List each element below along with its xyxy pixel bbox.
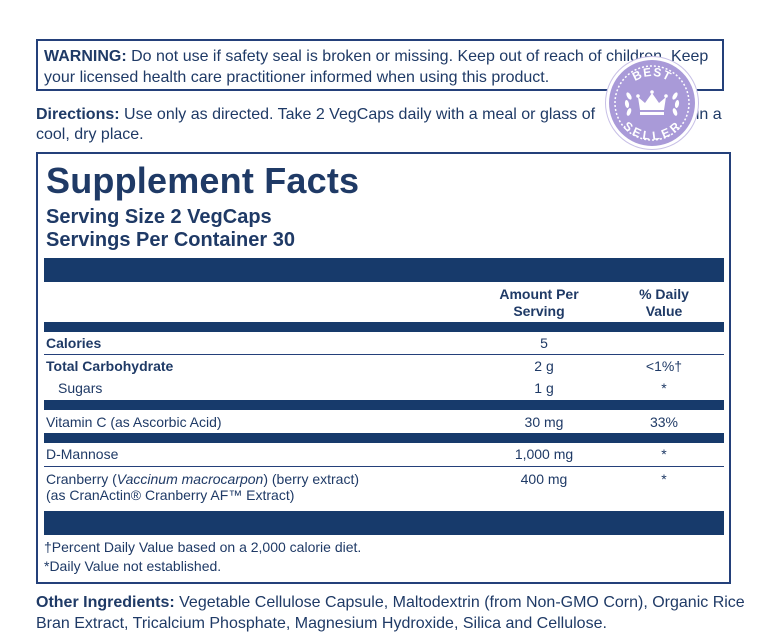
row-name: Total Carbohydrate [46,358,174,374]
row-dv: <1%† [645,358,683,374]
row-amount: 2 g [534,358,554,374]
best-seller-badge: BEST SELLER [609,60,695,146]
divider-thick [44,322,724,332]
col-amount-line2: Serving [513,303,565,319]
row-name: D-Mannose [46,446,119,462]
badge-bottom-text: SELLER [620,119,682,143]
warning-label: WARNING: [44,48,127,65]
col-amount-line1: Amount Per [499,286,579,302]
row-dv: 33% [649,414,679,430]
row-amount: 30 mg [524,414,564,430]
footnote-percent: †Percent Daily Value based on a 2,000 ca… [44,539,362,555]
table-row: Calories 5 [44,334,724,353]
crown-icon [636,90,668,115]
other-ingredients: Other Ingredients: Vegetable Cellulose C… [36,592,746,634]
row-amount: 5 [540,335,548,351]
table-row: Cranberry (Vaccinum macrocarpon) (berry … [44,470,724,510]
row-name-pre: Cranberry ( [46,471,117,487]
col-dv-header: % Daily Value [614,286,714,320]
row-amount: 400 mg [520,471,568,487]
svg-text:BEST: BEST [630,65,674,84]
row-name-italic: Vaccinum macrocarpon [116,471,264,487]
row-name: Cranberry (Vaccinum macrocarpon) (berry … [46,471,359,503]
row-name-line2: (as CranActin® Cranberry AF™ Extract) [46,487,295,503]
col-amount-header: Amount Per Serving [489,286,589,320]
row-dv: * [661,446,667,462]
footer-bar [44,511,724,535]
laurel-right-icon [672,92,680,116]
directions-label: Directions: [36,106,120,123]
warning-text: Do not use if safety seal is broken or m… [44,48,709,86]
panel-title: Supplement Facts [46,160,360,201]
row-name: Calories [46,335,102,351]
row-divider [44,354,724,355]
row-amount: 1,000 mg [514,446,574,462]
laurel-left-icon [624,92,632,116]
row-dv: * [661,380,667,396]
badge-top-text: BEST [630,65,673,84]
table-row: Total Carbohydrate 2 g <1%† [44,357,724,376]
other-ingredients-label: Other Ingredients: [36,594,175,611]
row-name-post: ) (berry extract) [263,471,360,487]
row-name: Sugars [58,380,103,396]
row-amount: 1 g [534,380,554,396]
supplement-facts-panel: Supplement Facts Serving Size 2 VegCaps … [36,152,731,584]
table-row: D-Mannose 1,000 mg * [44,445,724,464]
other-ingredients-text: Vegetable Cellulose Capsule, Maltodextri… [36,594,745,632]
table-row: Vitamin C (as Ascorbic Acid) 30 mg 33% [44,413,724,432]
warning-box: WARNING: Do not use if safety seal is br… [36,39,724,91]
badge-graphic: BEST SELLER [614,65,690,143]
divider-thick [44,400,724,410]
table-row: Sugars 1 g * [44,379,724,398]
servings-per-container: Servings Per Container 30 [46,229,295,251]
divider-thick [44,433,724,443]
row-name: Vitamin C (as Ascorbic Acid) [46,414,222,430]
col-dv-line1: % Daily [639,286,689,302]
header-bar [44,258,724,282]
footnote-daily-value: *Daily Value not established. [44,558,222,574]
row-divider [44,466,724,467]
directions-body: Use only as directed. Take 2 VegCaps dai… [119,106,600,123]
row-dv: * [661,471,667,487]
svg-text:SELLER: SELLER [620,119,683,143]
col-dv-line2: Value [645,303,683,319]
serving-size: Serving Size 2 VegCaps [46,206,272,228]
